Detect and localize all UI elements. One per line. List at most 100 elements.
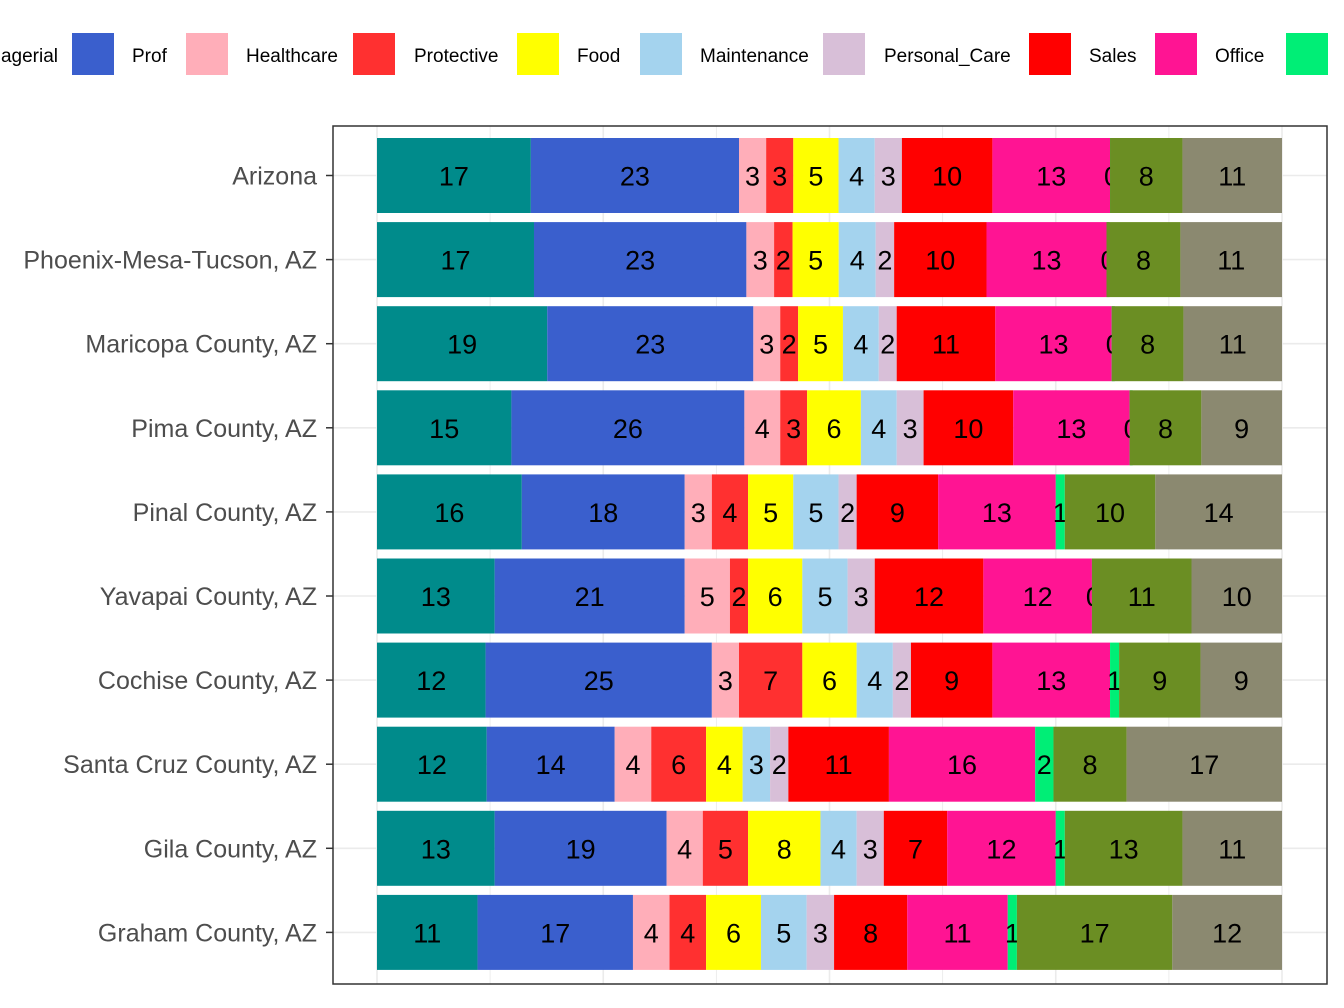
bar-value-label: 23 (635, 330, 665, 360)
bar-value-label: 16 (434, 498, 464, 528)
y-tick-label: Graham County, AZ (98, 919, 317, 947)
bar-value-label: 5 (817, 582, 832, 612)
bar-segment (494, 558, 685, 634)
bar-value-label: 10 (932, 162, 962, 192)
bar-value-label: 12 (416, 666, 446, 696)
bar-segment (521, 474, 685, 550)
legend-key (1286, 33, 1328, 75)
bar-segment (746, 222, 775, 298)
bar-segment (377, 306, 548, 382)
bar-value-label: 15 (429, 414, 459, 444)
bar-segment (1119, 642, 1201, 718)
bar-segment (992, 138, 1111, 213)
bar-segment (533, 222, 747, 298)
bar-value-label: 3 (863, 834, 878, 864)
bar-value-label: 11 (825, 750, 853, 780)
bar-value-label: 3 (718, 666, 733, 696)
bar-value-label: 13 (1036, 162, 1066, 192)
bar-value-label: 2 (776, 246, 791, 276)
legend-label: Prof (132, 46, 168, 67)
bar-segment (780, 306, 799, 382)
bar-segment (1064, 810, 1183, 886)
bar-value-label: 11 (1128, 582, 1156, 612)
bar-segment (711, 474, 749, 550)
bar-value-label: 3 (903, 414, 918, 444)
bar-value-label: 5 (808, 498, 823, 528)
bar-segment (834, 894, 908, 970)
bar-segment (1053, 726, 1127, 802)
y-tick-label: Phoenix-Mesa-Tucson, AZ (23, 247, 317, 275)
bar-segment (1200, 642, 1282, 718)
bar-value-label: 11 (1219, 330, 1247, 360)
bar-segment (874, 138, 902, 213)
bar-value-label: 4 (755, 414, 770, 444)
bar-segment (632, 894, 670, 970)
bar-segment (748, 474, 794, 550)
bar-value-label: 8 (1139, 162, 1154, 192)
bar-value-label: 5 (813, 330, 828, 360)
legend-label: Protective (414, 46, 498, 67)
bar-value-label: 13 (1038, 330, 1068, 360)
bar-value-label: 4 (853, 330, 868, 360)
bar-segment (1180, 222, 1282, 298)
y-tick-label: Pinal County, AZ (133, 499, 317, 527)
bar-segment (838, 138, 875, 213)
bar-value-label: 25 (584, 666, 614, 696)
bar-segment (894, 222, 987, 298)
bars: 1723335431013081117233254210130811192332… (377, 138, 1282, 970)
bar-segment (739, 642, 803, 718)
legend-label: Maintenance (700, 46, 809, 67)
bar-value-label: 2 (880, 330, 895, 360)
bar-value-label: 9 (1234, 414, 1249, 444)
y-tick-label: Santa Cruz County, AZ (63, 751, 317, 779)
bar-value-label: 10 (1095, 498, 1125, 528)
y-tick-label: Yavapai County, AZ (100, 583, 317, 611)
bar-segment (1126, 726, 1282, 802)
bar-segment (901, 138, 993, 213)
bar-segment (1007, 894, 1017, 970)
bar-value-label: 11 (1217, 246, 1245, 276)
bar-value-label: 3 (786, 414, 801, 444)
bar-value-label: 11 (943, 918, 971, 948)
legend-key (353, 33, 395, 75)
bar-segment (377, 810, 495, 886)
bar-value-label: 4 (849, 162, 864, 192)
bar-segment (802, 642, 857, 718)
bar-segment (1035, 726, 1054, 802)
bar-value-label: 2 (772, 750, 787, 780)
bar-segment (838, 222, 876, 298)
bar-segment (684, 474, 712, 550)
bar-value-label: 2 (894, 666, 909, 696)
bar-segment (669, 894, 707, 970)
bar-segment (477, 894, 633, 970)
bar-value-label: 4 (680, 918, 695, 948)
bar-value-label: 8 (863, 918, 878, 948)
bar-segment (860, 390, 897, 466)
bar-value-label: 8 (1140, 330, 1155, 360)
bar-value-label: 17 (1189, 750, 1219, 780)
bar-value-label: 4 (717, 750, 732, 780)
bar-value-label: 16 (947, 750, 977, 780)
bar-segment (1201, 390, 1282, 466)
bar-value-label: 6 (826, 414, 841, 444)
bar-segment (1155, 474, 1282, 550)
bar-segment (923, 390, 1014, 466)
bar-value-label: 6 (671, 750, 686, 780)
bar-segment (802, 558, 848, 634)
bar-segment (486, 726, 615, 802)
bar-segment (806, 894, 835, 970)
bar-value-label: 1 (1053, 498, 1068, 528)
bar-segment (874, 558, 984, 634)
bar-segment (377, 642, 486, 718)
bar-value-label: 23 (620, 162, 650, 192)
bar-segment (820, 810, 857, 886)
bar-segment (856, 810, 884, 886)
bar-value-label: 12 (914, 582, 944, 612)
bar-segment (907, 894, 1008, 970)
bar-value-label: 12 (1212, 918, 1242, 948)
legend-label: Food (577, 46, 620, 67)
bar-value-label: 8 (1158, 414, 1173, 444)
bar-value-label: 2 (840, 498, 855, 528)
bar-value-label: 9 (1152, 666, 1167, 696)
